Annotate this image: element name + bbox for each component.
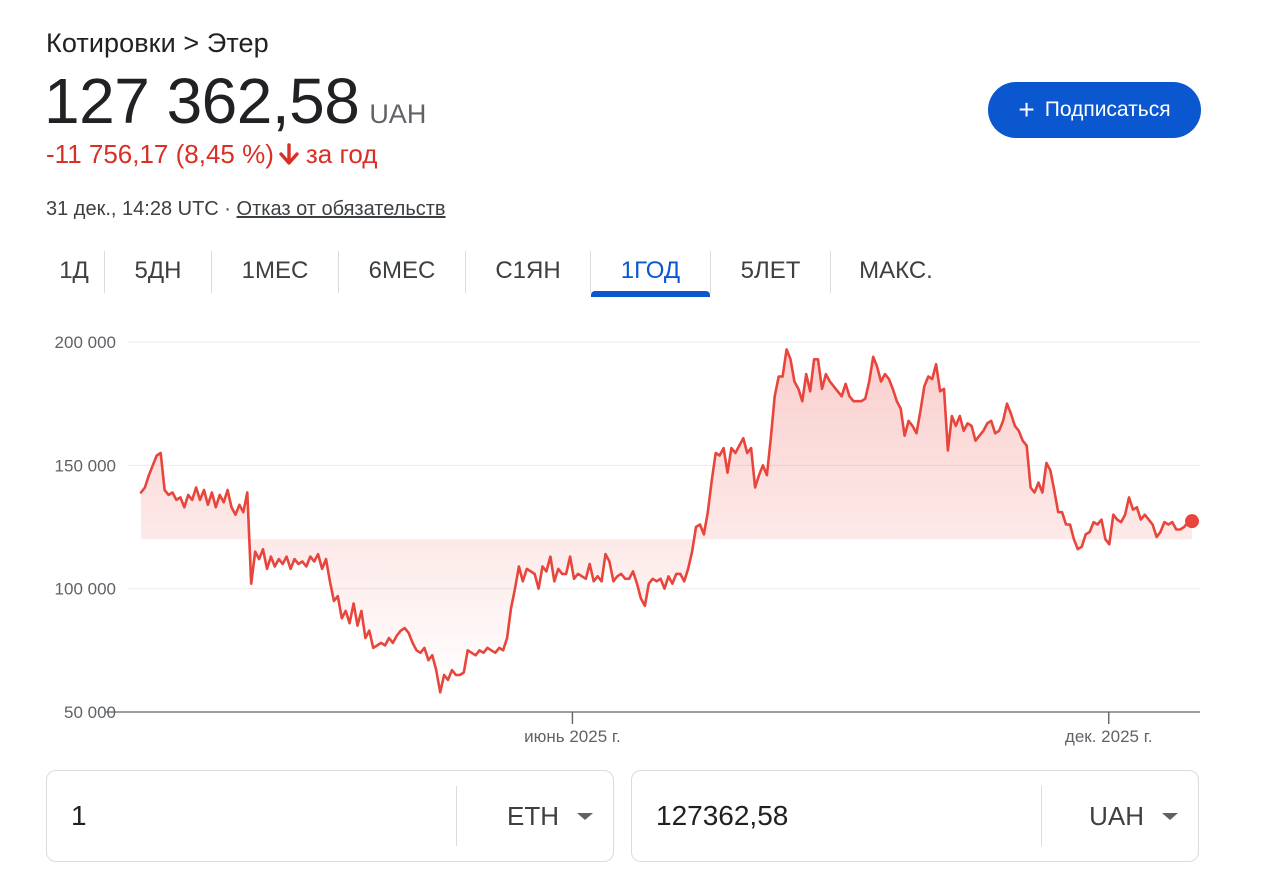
meta-row: 31 дек., 14:28 UTC · Отказ от обязательс…	[46, 198, 446, 221]
price-row: 127 362,58 UAH	[44, 66, 426, 136]
tab-divider	[590, 251, 591, 293]
converter-from: 1 ETH	[46, 770, 614, 862]
from-amount-input[interactable]: 1	[71, 800, 87, 831]
y-tick-label: 50 000	[64, 703, 116, 722]
arrow-down-icon	[279, 142, 299, 165]
to-unit-label: UAH	[1089, 800, 1144, 831]
subscribe-button[interactable]: + Подписаться	[988, 82, 1201, 138]
x-tick-label: июнь 2025 г.	[524, 727, 621, 746]
price-chart[interactable]: 200 000 150 000 100 000 50 000 июнь 2025 г. д…	[0, 320, 1280, 760]
tab-divider	[338, 251, 339, 293]
price-area-fill	[141, 349, 1192, 693]
price-change: -11 756,17 (8,45 %) за год	[46, 139, 377, 170]
converter-divider	[1041, 786, 1042, 846]
tab-5d[interactable]: 5ДН	[134, 257, 182, 284]
to-amount-input[interactable]: 127362,58	[656, 800, 789, 831]
tab-divider	[830, 251, 831, 293]
tab-1d[interactable]: 1Д	[59, 257, 89, 284]
current-price-marker	[1185, 514, 1199, 529]
tab-divider	[211, 251, 212, 293]
tab-max[interactable]: МАКС.	[859, 257, 933, 284]
disclaimer-link[interactable]: Отказ от обязательств	[236, 198, 446, 220]
price-change-period: за год	[305, 139, 378, 169]
y-tick-label: 200 000	[55, 333, 116, 352]
tab-divider	[104, 251, 105, 293]
tab-divider	[710, 251, 711, 293]
from-unit-label: ETH	[507, 800, 559, 831]
subscribe-label: Подписаться	[1044, 98, 1171, 121]
timestamp: 31 дек., 14:28 UTC	[46, 198, 219, 220]
y-tick-label: 150 000	[55, 456, 116, 475]
x-tick-label: дек. 2025 г.	[1065, 727, 1153, 746]
price-currency: UAH	[369, 99, 427, 129]
plus-icon: +	[1018, 94, 1035, 125]
from-unit-select[interactable]: ETH	[457, 801, 613, 832]
converter-to: 127362,58 UAH	[631, 770, 1199, 862]
tab-1m[interactable]: 1МЕС	[241, 257, 309, 284]
converter-divider	[456, 786, 457, 846]
tab-6m[interactable]: 6МЕС	[368, 257, 436, 284]
dropdown-caret-icon	[577, 812, 593, 820]
current-price: 127 362,58	[44, 65, 360, 137]
breadcrumb: Котировки > Этер	[46, 28, 269, 58]
tab-5y[interactable]: 5ЛЕТ	[740, 257, 801, 284]
dropdown-caret-icon	[1162, 812, 1178, 820]
to-unit-select[interactable]: UAH	[1042, 801, 1198, 832]
tab-divider	[465, 251, 466, 293]
price-line	[139, 348, 1194, 694]
meta-separator: ·	[224, 198, 231, 220]
y-tick-label: 100 000	[55, 580, 116, 599]
time-range-tabs: 1Д 5ДН 1МЕС 6МЕС С1ЯН 1ГОД 5ЛЕТ МАКС.	[44, 248, 961, 297]
tab-ytd[interactable]: С1ЯН	[495, 257, 561, 284]
price-change-value: -11 756,17 (8,45 %)	[46, 139, 274, 169]
tab-1y[interactable]: 1ГОД	[591, 248, 710, 297]
